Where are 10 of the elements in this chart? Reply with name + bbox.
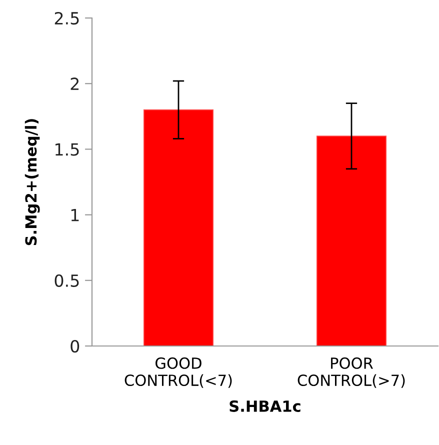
y-tick-label: 0 <box>70 340 80 353</box>
y-tick-label: 2 <box>70 78 79 90</box>
y-tick-label: 1.5 <box>56 143 79 156</box>
y-tick-label: 1 <box>71 208 79 222</box>
y-axis-title: S.Mg2+(meq/l) <box>24 119 40 246</box>
x-axis-title: S.HBA1c <box>230 400 300 412</box>
x-tick-label: GOOD CONTROL(<7) <box>124 357 232 388</box>
y-tick-label: 2.5 <box>54 12 79 25</box>
y-tick-label: 0.5 <box>54 274 79 287</box>
x-tick-label: POOR CONTROL(>7) <box>298 357 405 388</box>
